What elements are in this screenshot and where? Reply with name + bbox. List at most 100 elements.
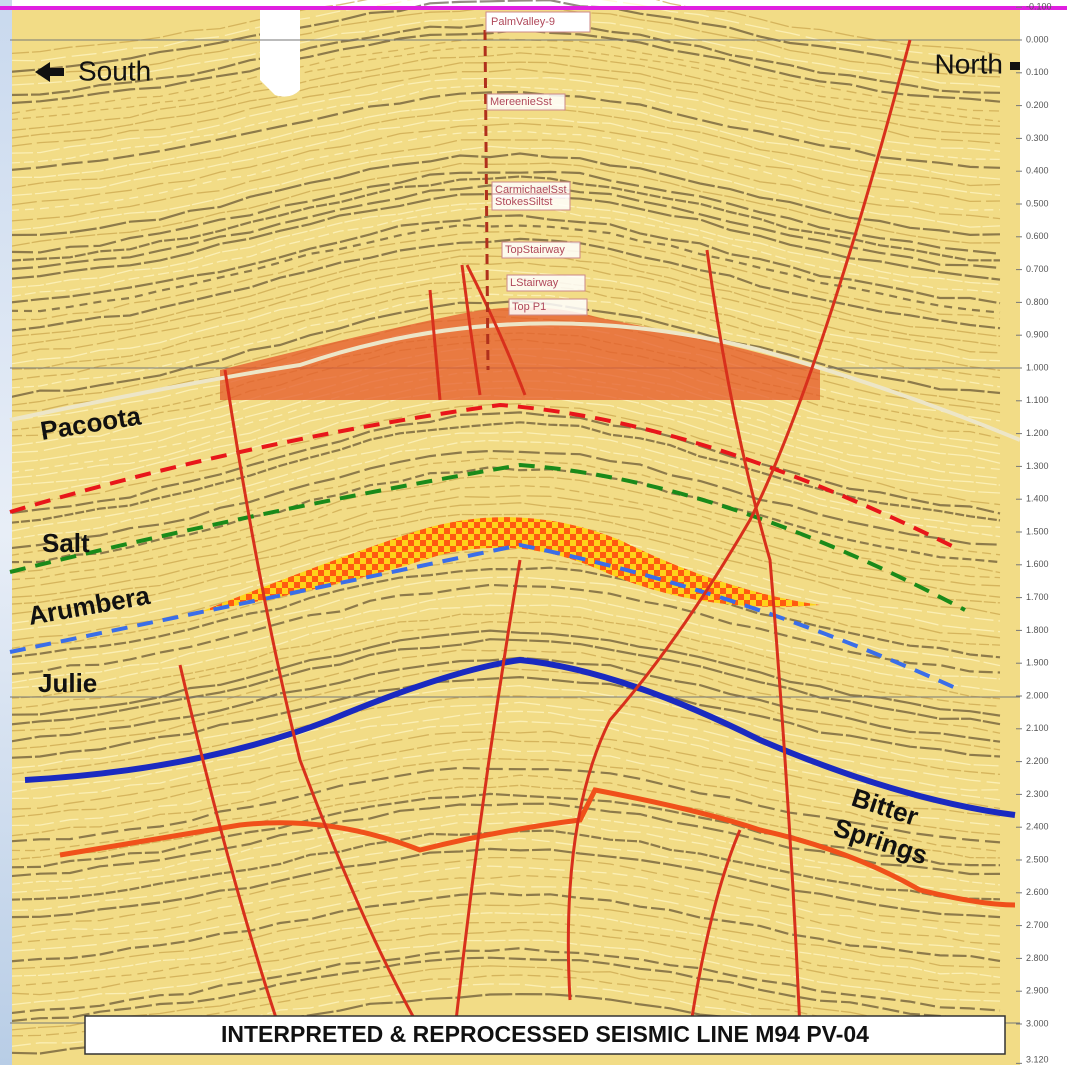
fault	[705, 249, 802, 1031]
fault	[178, 664, 282, 1031]
reflector	[9, 38, 1001, 115]
time-tick-label: 2.900	[1026, 986, 1049, 996]
reflector	[9, 68, 1001, 148]
no-data-gap	[260, 10, 300, 97]
reflector	[9, 106, 1001, 189]
reflector	[9, 720, 1001, 801]
reflector	[9, 513, 1001, 605]
time-tick-label: 0.200	[1026, 100, 1049, 110]
time-tick-label: 1.200	[1026, 428, 1049, 438]
caption-box	[84, 1015, 1006, 1055]
reflector	[9, 802, 1001, 878]
tag-box	[485, 11, 591, 33]
faults	[178, 39, 912, 1031]
reflector	[9, 556, 1001, 650]
reflector	[9, 583, 1001, 676]
time-tick-label: 2.400	[1026, 822, 1049, 832]
time-tick-label: 3.120	[1026, 1054, 1049, 1064]
reflector	[9, 695, 1001, 776]
horizon-label: Salt	[42, 528, 90, 558]
reflector	[9, 122, 1001, 206]
reflector	[9, 214, 1001, 305]
fault	[460, 264, 482, 396]
reflector	[9, 411, 1001, 515]
reflector	[9, 629, 1001, 717]
time-tick-label: 0.400	[1026, 166, 1049, 176]
time-tick-label: -0.100	[1026, 2, 1052, 12]
reflector	[9, 0, 1001, 56]
left-strip	[0, 0, 12, 1065]
reflector	[9, 665, 1001, 751]
reflector	[9, 902, 1001, 970]
reflector	[9, 162, 1001, 248]
reflector	[9, 912, 1001, 979]
time-tick-label: 2.800	[1026, 953, 1049, 963]
time-tick-label: 1.300	[1026, 461, 1049, 471]
reflector	[9, 921, 1001, 987]
reflector	[9, 928, 1001, 996]
reflector	[9, 293, 1001, 389]
formation-tags: PalmValley-9 MereenieSst CarmichaelSstStok…	[485, 11, 591, 316]
formation-tag: StokesSiltst	[495, 196, 552, 208]
reflector	[9, 611, 1001, 700]
reflector	[9, 20, 1001, 97]
time-tick-label: 2.300	[1026, 789, 1049, 799]
time-tick-label: 0.500	[1026, 198, 1049, 208]
reflector	[9, 170, 1001, 255]
reflector	[9, 369, 1001, 474]
reflector	[9, 90, 1001, 172]
julie-horizon	[24, 656, 1016, 818]
reflector	[9, 284, 1001, 381]
reflector	[9, 892, 1001, 963]
arumbera-horizon	[9, 542, 961, 692]
fault	[465, 264, 527, 396]
tag-box	[501, 241, 581, 259]
reflector	[9, 77, 1001, 154]
arrow-left	[35, 62, 64, 82]
reflector	[9, 784, 1001, 861]
reflector	[9, 277, 1001, 371]
time-tick-label: 2.100	[1026, 723, 1049, 733]
time-tick-label: 1.400	[1026, 494, 1049, 504]
reflector	[9, 175, 1001, 262]
reflector	[9, 947, 1001, 1015]
reflector	[9, 811, 1001, 886]
horizon-label: Julie	[38, 668, 97, 698]
reflector	[9, 457, 1001, 557]
reflector	[9, 116, 1001, 197]
arumbera-band	[200, 517, 820, 612]
reflector	[9, 939, 1001, 1006]
reflector	[9, 874, 1001, 945]
reflector	[9, 439, 1001, 540]
reflector	[9, 638, 1001, 726]
caption: INTERPRETED & REPROCESSED SEISMIC LINE M…	[221, 1021, 869, 1047]
reflector	[9, 774, 1001, 852]
time-tick-label: 0.800	[1026, 297, 1049, 307]
tag-box	[491, 193, 571, 211]
reflector	[9, 747, 1001, 827]
reflector	[9, 847, 1001, 919]
time-tick-label: 0.000	[1026, 34, 1049, 44]
reflector	[9, 621, 1001, 710]
reflector	[9, 145, 1001, 232]
time-tick-label: 0.600	[1026, 231, 1049, 241]
tag-box	[508, 298, 588, 316]
reflector	[9, 956, 1001, 1023]
direction-south: South	[78, 55, 151, 86]
reflector	[9, 224, 1001, 314]
reflector	[9, 139, 1001, 222]
time-tick-label: 2.200	[1026, 756, 1049, 766]
time-axis: -0.100 0.000 0.100 0.200 0.300 0.400 0.500 0.60…	[1016, 2, 1067, 1065]
time-tick-label: 0.700	[1026, 264, 1049, 274]
time-tick-label: 1.700	[1026, 592, 1049, 602]
time-tick-label: 2.000	[1026, 690, 1049, 700]
time-tick-label: 1.600	[1026, 559, 1049, 569]
time-tick-label: 0.100	[1026, 67, 1049, 77]
reflector	[9, 61, 1001, 139]
reflector	[9, 0, 1001, 62]
reflector	[9, 856, 1001, 929]
reflector	[9, 757, 1001, 837]
time-tick-label: 0.900	[1026, 330, 1049, 340]
fault	[428, 289, 442, 401]
axis-bg	[1020, 10, 1067, 1065]
